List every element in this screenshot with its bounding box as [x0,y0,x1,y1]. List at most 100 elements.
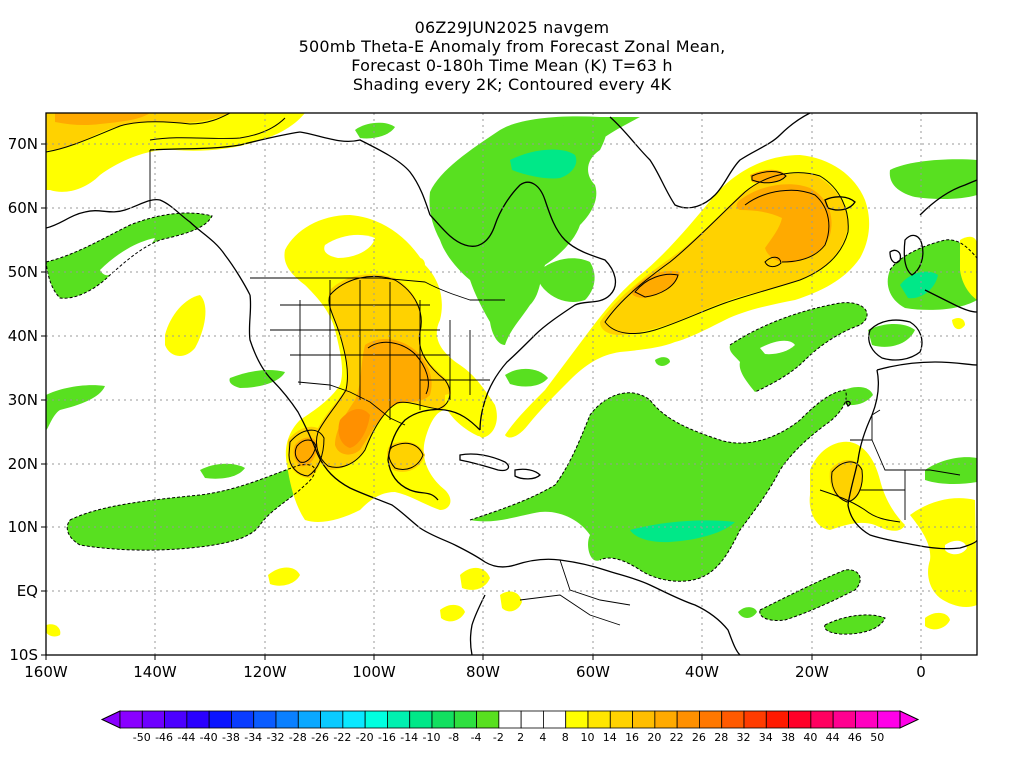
shade-pacific-5n [268,567,300,586]
shade-pacific-small [655,357,670,366]
colorbar-label: 20 [647,731,661,744]
lon-label: 80W [466,663,500,681]
colorbar-label: -50 [133,731,151,744]
lat-label: 10S [9,646,38,664]
lon-label: 160W [24,663,68,681]
colorbar-label: -22 [333,731,351,744]
colorbar-label: 40 [803,731,817,744]
lat-label: 30N [8,391,38,409]
coast-central-am [454,544,516,568]
colorbar-swatch [453,710,477,729]
colorbar-swatch [721,710,745,729]
colorbar-swatch [186,710,210,729]
shade-na-plume-hole [324,234,375,258]
shade-west-africa-gold [829,459,863,502]
shading-layer [46,113,977,655]
title-line-4: Shading every 2K; Contoured every 4K [352,75,672,94]
colorbar-swatch [342,710,366,729]
colorbar-label: -4 [471,731,482,744]
coast-africa-north [876,361,977,371]
contour-lines [46,113,901,523]
coast-greenland [609,113,811,209]
lon-label: 40W [685,663,719,681]
shade-pacific-s [46,624,61,637]
colorbar-label: -2 [493,731,504,744]
colorbar-right-arrow [899,710,920,729]
colorbar-swatch [587,710,611,729]
coast-africa-nw [847,369,977,550]
colorbar-swatch [141,710,165,729]
lat-label: 10N [8,518,38,536]
colorbar-swatch [743,710,767,729]
colorbar-label: -40 [200,731,218,744]
colorbar-swatch [409,710,433,729]
lon-label: 0 [916,663,926,681]
colorbar-swatch [877,710,901,729]
lat-label: 70N [8,135,38,153]
shade-pacific-30n [229,370,285,388]
axis-ticks [41,143,922,660]
colorbar-swatch [208,710,232,729]
shade-mediterranean [868,324,915,347]
coast-cuba [459,453,510,472]
colorbar-swatch [320,710,344,729]
colorbar-swatch [609,710,633,729]
neg-contour-europe [889,239,977,271]
contour-8k-greenland [751,171,787,184]
coast-us-east [479,334,536,431]
coast-canada-arctic [299,131,431,216]
shade-iberia-west [840,386,873,406]
colorbar-swatch [543,710,567,729]
coast-us-west [248,294,319,456]
shade-africa-sahel-hole [945,540,967,555]
lat-label: EQ [17,582,38,600]
coast-ireland [889,249,902,264]
negative-contours [46,212,977,635]
colorbar-label: 34 [759,731,773,744]
colorbar-swatch [119,710,143,729]
colorbar-label: 50 [870,731,884,744]
title-line-3: Forecast 0-180h Time Mean (K) T=63 h [351,56,673,75]
contour-4k-alaska [46,113,231,153]
colorbar-label: 10 [581,731,595,744]
colorbar-label: -20 [356,731,374,744]
shade-iberia-yellow [952,317,965,330]
colorbar-swatch [387,710,411,729]
colorbar-swatch [676,710,700,729]
shade-s-atlantic-2 [824,614,885,635]
shade-s-atlantic-3 [738,607,757,618]
contour-4k-na [315,276,451,468]
neg-contour-atlantic [469,389,847,582]
lat-label: 60N [8,199,38,217]
shade-gulf-orange [386,441,425,472]
lat-label: 40N [8,327,38,345]
colorbar-swatch [699,710,723,729]
colorbar-label: -38 [222,731,240,744]
contour-4k-atlantic [604,172,849,335]
neg-contour-gulf-alaska [46,212,213,299]
border-us-canada [250,277,505,301]
negative-anomaly-shading [46,116,977,635]
colorbar-label: 26 [692,731,706,744]
lon-label: 100W [352,663,396,681]
gridlines [46,113,977,655]
shade-nova-scotia [537,258,595,302]
border-s-america-2 [519,594,621,626]
contour-4k-alaska-2 [149,117,286,141]
lat-labels: 70N 60N 50N 40N 30N 20N 10N EQ 10S [8,135,38,664]
map-frame [45,112,978,656]
shade-pacific-15n [67,464,315,551]
shade-europe-north [889,159,977,200]
colorbar-label: -26 [311,731,329,744]
colorbar-swatch [788,710,812,729]
shade-canada-inner [510,149,577,179]
colorbar-swatch [164,710,188,729]
coast-hudson-bay [429,181,617,336]
colorbar-label: 4 [539,731,546,744]
neg-contour-s-atlantic [759,569,861,621]
colorbar-label: 44 [826,731,840,744]
colorbar-swatch [297,710,321,729]
colorbar-swatch [765,710,789,729]
contour-4k-west-africa-line [819,489,901,523]
colorbar: -50 -46 -44 -40 -38 -34 -32 -28 -26 -22 -20 -16 -14-… [100,710,920,744]
